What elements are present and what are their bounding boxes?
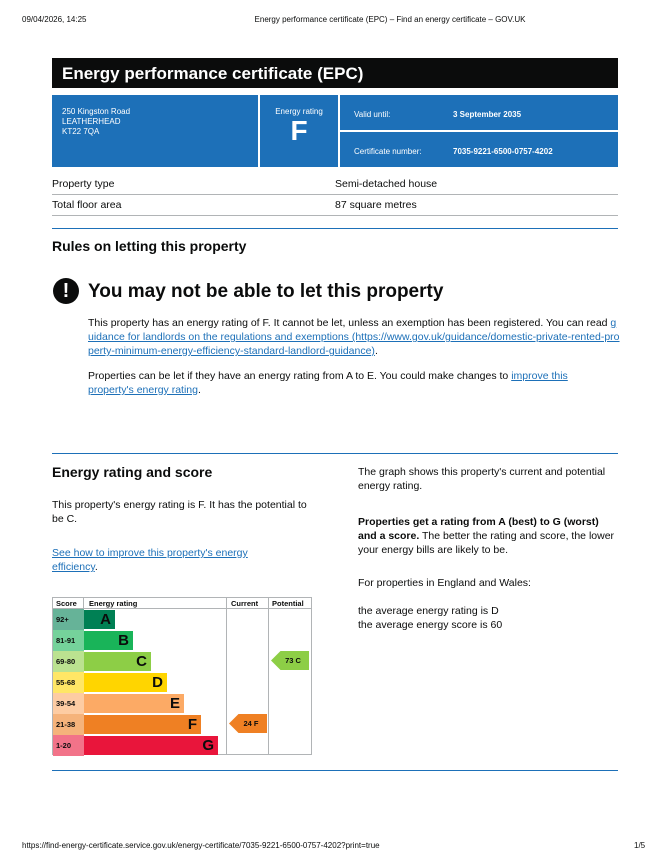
paragraph: Properties get a rating from A (best) to…	[358, 515, 620, 557]
band-score: 39-54	[53, 693, 84, 714]
improve-link[interactable]: improve this property's energy rating	[88, 370, 568, 396]
rating-letter: F	[290, 115, 308, 146]
paragraph: For properties in England and Wales:	[358, 577, 531, 589]
col-rule	[268, 598, 269, 754]
property-value: Semi-detached house	[335, 178, 438, 190]
band-bar: F	[84, 715, 201, 734]
text: .	[197, 384, 201, 396]
rule	[52, 215, 618, 216]
col-header: Current	[231, 599, 259, 608]
page-number: 1/5	[634, 841, 646, 850]
valid-until: 3 September 2035	[453, 110, 522, 119]
cert-number-label: Certificate number:	[354, 147, 422, 156]
property-value: 87 square metres	[335, 199, 417, 211]
guidance-link[interactable]: guidance for landlords on the regulation…	[88, 317, 620, 357]
cert-number: 7035-9221-6500-0757-4202	[453, 147, 553, 156]
band-score: 1-20	[53, 735, 84, 756]
footer-url: https://find-energy-certificate.service.…	[22, 841, 380, 850]
property-label: Property type	[52, 178, 115, 190]
band-bar: E	[84, 694, 184, 713]
list-item: the average energy score is 60	[358, 619, 503, 631]
col-rule	[226, 598, 227, 754]
paragraph: See how to improve this property's energ…	[52, 546, 292, 574]
col-header: Potential	[272, 599, 304, 608]
band-bar: A	[84, 610, 115, 629]
band-score: 81-91	[53, 630, 84, 651]
text: .	[374, 345, 378, 357]
band-score: 55-68	[53, 672, 84, 693]
band-score: 69-80	[53, 651, 84, 672]
section-heading: Energy rating and score	[52, 464, 213, 480]
rating-cell: Energy rating F	[258, 95, 340, 167]
band-score: 92+	[53, 609, 84, 630]
text: This property has an energy rating of F.…	[88, 317, 611, 329]
col-header: Score	[56, 599, 77, 608]
warning-icon: !	[53, 278, 79, 304]
rule	[52, 194, 618, 195]
certificate-title: Energy performance certificate (EPC)	[62, 64, 364, 83]
page-title: Energy performance certificate (EPC) – F…	[254, 15, 526, 24]
timestamp: 09/04/2026, 14:25	[22, 15, 87, 24]
warning-heading: You may not be able to let this property	[88, 281, 444, 302]
section-rule	[52, 228, 618, 229]
section-heading: Rules on letting this property	[52, 238, 247, 254]
text: The better the rating and score, the low…	[358, 530, 615, 556]
current-arrow: 24 F	[229, 714, 267, 733]
rating-graph: Score Energy rating Current Potential 73…	[52, 597, 312, 756]
paragraph: This property's energy rating is F. It h…	[52, 499, 307, 525]
paragraph: The graph shows this property's current …	[358, 466, 606, 492]
section-rule	[52, 770, 618, 771]
potential-arrow: 73 C	[271, 651, 309, 670]
summary-box: 250 Kingston Road LEATHERHEAD KT22 7QA E…	[52, 95, 618, 167]
text: Properties can be let if they have an en…	[88, 370, 512, 382]
divider	[340, 130, 618, 132]
section-rule	[52, 453, 618, 454]
address-line: LEATHERHEAD	[62, 117, 121, 126]
efficiency-link[interactable]: See how to improve this property's energ…	[52, 547, 248, 573]
col-header: Energy rating	[89, 599, 138, 608]
paragraph: This property has an energy rating of F.…	[88, 316, 620, 358]
band-bar: C	[84, 652, 151, 671]
list-item: the average energy rating is D	[358, 605, 499, 617]
title-bar: Energy performance certificate (EPC)	[52, 58, 618, 88]
address: 250 Kingston Road LEATHERHEAD KT22 7QA	[62, 107, 130, 137]
band-score: 21-38	[53, 714, 84, 735]
col-rule	[83, 598, 84, 608]
address-line: KT22 7QA	[62, 127, 100, 136]
header-rule	[53, 608, 311, 609]
text: .	[94, 561, 98, 573]
valid-label: Valid until:	[354, 110, 391, 119]
paragraph: Properties can be let if they have an en…	[88, 369, 613, 397]
rating-label: Energy rating	[275, 107, 323, 116]
band-bar: D	[84, 673, 167, 692]
property-label: Total floor area	[52, 199, 122, 211]
bold-text: Properties get a rating from A (best) to…	[358, 516, 599, 542]
address-line: 250 Kingston Road	[62, 107, 131, 116]
band-bar: G	[84, 736, 218, 755]
band-bar: B	[84, 631, 133, 650]
